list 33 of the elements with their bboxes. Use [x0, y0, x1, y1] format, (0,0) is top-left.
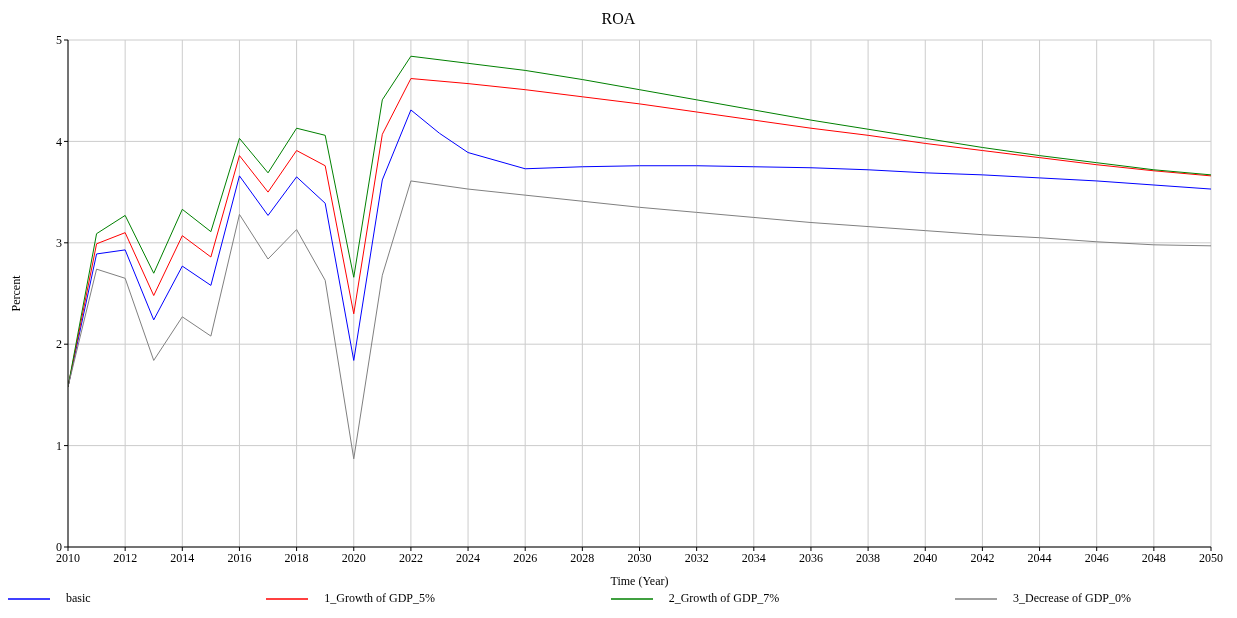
y-tick-label: 2	[56, 337, 62, 352]
x-tick-label: 2024	[456, 550, 481, 565]
x-axis-title: Time (Year)	[610, 574, 669, 588]
legend-label: basic	[66, 591, 91, 606]
x-tick-label: 2020	[341, 550, 366, 565]
y-tick-label: 4	[56, 134, 62, 149]
x-tick-label: 2012	[113, 550, 138, 565]
x-tick-label: 2034	[741, 550, 766, 565]
x-tick-label: 2042	[970, 550, 995, 565]
x-tick-label: 2050	[1199, 550, 1223, 565]
legend-label: 1_Growth of GDP_5%	[324, 591, 435, 606]
x-tick-label: 2038	[856, 550, 881, 565]
x-tick-label: 2018	[284, 550, 309, 565]
legend-label: 3_Decrease of GDP_0%	[1013, 591, 1131, 606]
x-tick-label: 2030	[627, 550, 652, 565]
y-tick-label: 5	[56, 33, 62, 48]
x-tick-label: 2028	[570, 550, 595, 565]
y-tick-label: 3	[56, 236, 62, 251]
x-tick-label: 2044	[1027, 550, 1052, 565]
x-tick-label: 2040	[913, 550, 938, 565]
x-tick-label: 2022	[398, 550, 423, 565]
x-tick-label: 2046	[1084, 550, 1109, 565]
x-tick-label: 2036	[798, 550, 823, 565]
x-tick-label: 2026	[513, 550, 538, 565]
x-tick-label: 2014	[170, 550, 195, 565]
chart-title: ROA	[600, 9, 637, 29]
legend-label: 2_Growth of GDP_7%	[668, 591, 780, 606]
line-series	[68, 180, 1211, 460]
x-tick-label: 2048	[1141, 550, 1166, 565]
x-tick-label: 2016	[227, 550, 252, 565]
x-tick-label: 2032	[684, 550, 709, 565]
y-tick-label: 1	[56, 438, 62, 453]
y-axis-title: Percent	[9, 274, 24, 312]
